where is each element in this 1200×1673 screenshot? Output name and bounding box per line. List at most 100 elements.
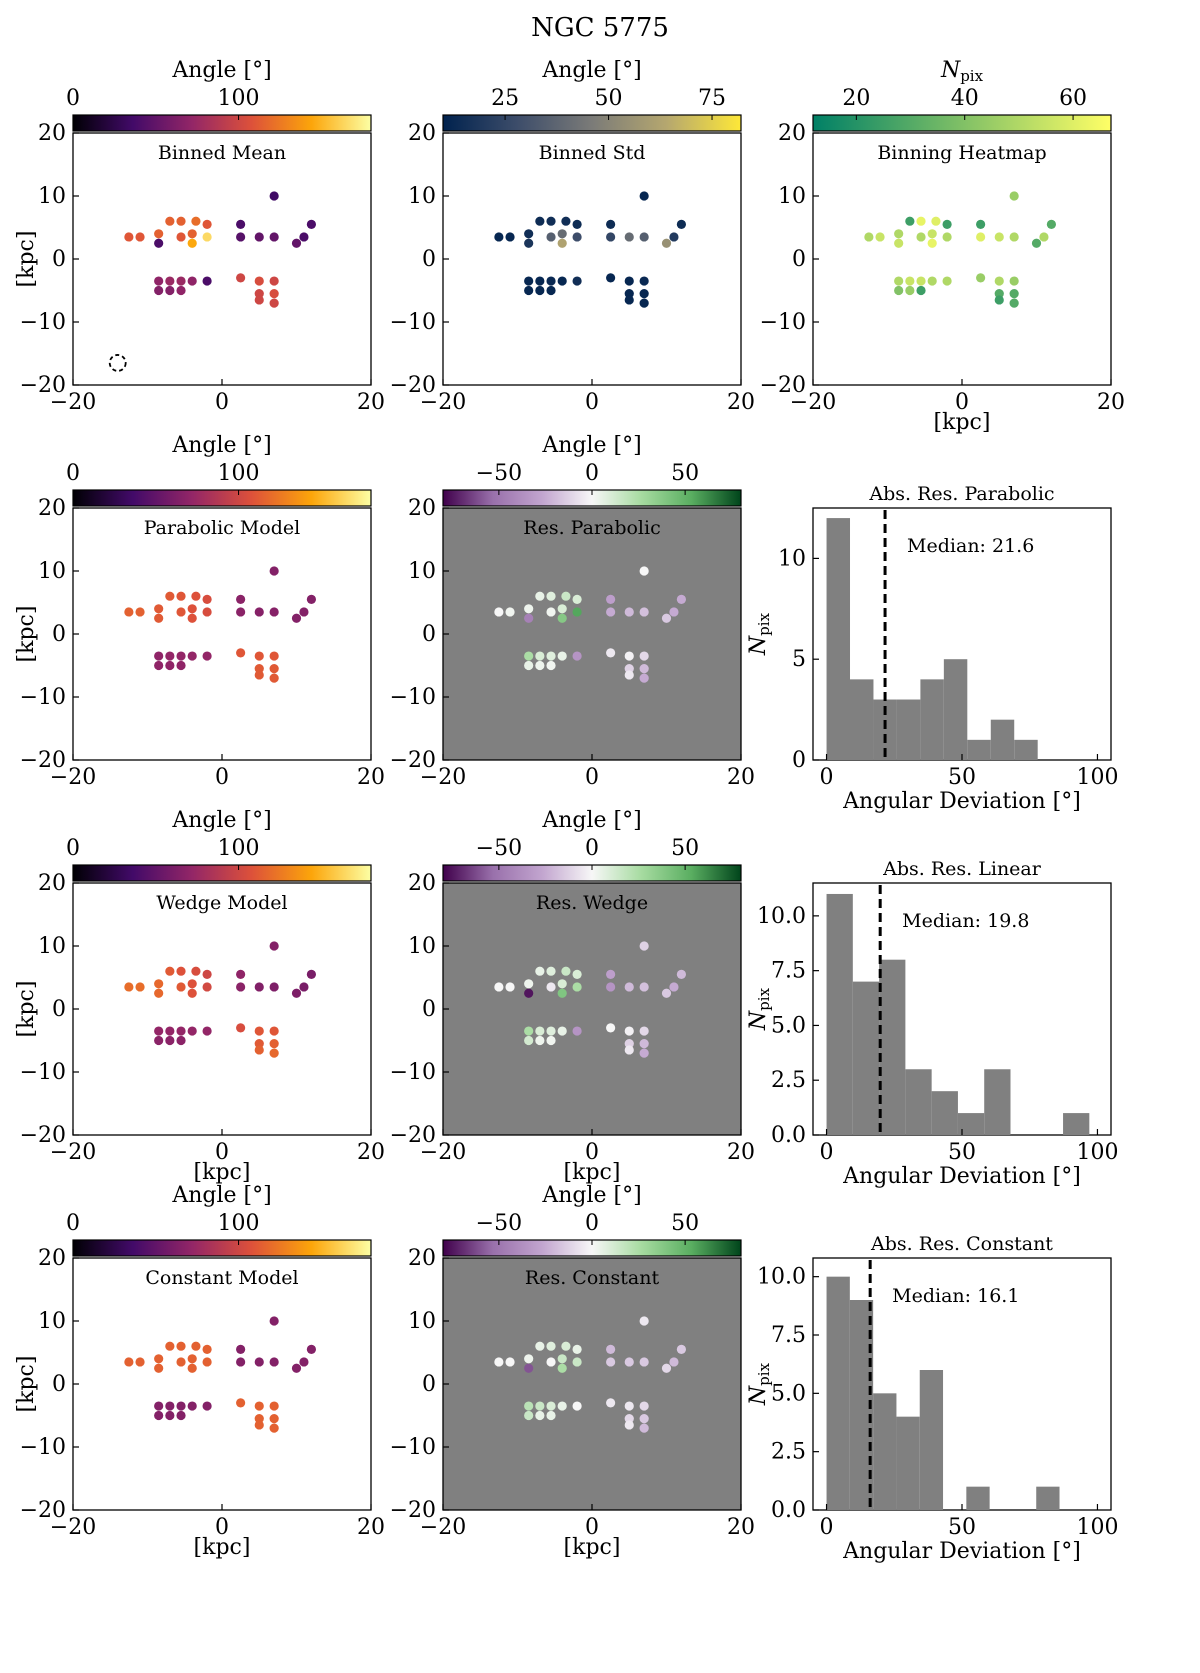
y-tick-label: −20 (20, 1498, 66, 1523)
x-axis-label: Angular Deviation [°] (842, 1164, 1081, 1189)
x-tick-label: 20 (727, 390, 755, 415)
y-tick-label: 0.0 (771, 1123, 806, 1148)
data-point (524, 651, 534, 661)
x-tick-label: 100 (1076, 1140, 1118, 1165)
data-point (976, 232, 986, 242)
data-point (269, 1401, 279, 1411)
histogram-bar (873, 699, 897, 760)
panel-title: Binning Heatmap (877, 142, 1046, 164)
data-point (165, 1341, 175, 1351)
data-point (187, 988, 197, 998)
data-point (269, 651, 279, 661)
x-axis-label: [kpc] (934, 410, 991, 435)
panel-title: Wedge Model (156, 892, 287, 914)
x-tick-label: 0 (585, 765, 599, 790)
data-point (187, 651, 197, 661)
data-point (505, 607, 515, 617)
x-tick-label: 100 (1076, 765, 1118, 790)
data-point (1031, 238, 1042, 248)
data-point (306, 969, 316, 979)
y-tick-label: 5 (792, 647, 806, 672)
panel-constant_model: 0 100 Angle [°] Constant Model −20 −10 0 10 20 −2… (14, 1183, 385, 1560)
y-axis-label-main: N (746, 1385, 771, 1406)
data-point (624, 651, 634, 661)
data-point (524, 285, 534, 296)
data-point (299, 607, 309, 617)
colorbar-tick-label: 100 (218, 461, 260, 486)
colorbar (72, 489, 372, 507)
histogram-bar (967, 739, 991, 760)
data-point (524, 1410, 534, 1421)
data-point (524, 1026, 534, 1036)
data-point (135, 232, 145, 242)
data-point (624, 1420, 634, 1430)
y-tick-label: 0 (422, 997, 436, 1022)
data-point (557, 988, 567, 998)
data-point (994, 232, 1004, 242)
data-point (254, 1357, 264, 1367)
histogram-bar (826, 518, 851, 760)
data-point (165, 651, 175, 661)
data-point (639, 1357, 649, 1367)
data-point (187, 1363, 197, 1373)
histogram-bar (943, 659, 968, 760)
colorbar-tick-label: 50 (671, 836, 699, 861)
y-tick-label: 0 (422, 247, 436, 272)
data-point (572, 276, 582, 286)
y-tick-label: 2.5 (771, 1440, 806, 1465)
data-point (535, 966, 545, 976)
x-tick-label: 0 (820, 1140, 834, 1165)
data-point (875, 232, 885, 242)
data-point (524, 276, 534, 286)
histogram-bar (919, 1370, 944, 1510)
data-point (994, 276, 1004, 286)
data-point (561, 591, 571, 601)
x-tick-label: 0 (215, 765, 229, 790)
colorbar-tick-label: 50 (671, 461, 699, 486)
colorbar-tick-label: 0 (585, 836, 599, 861)
data-point (306, 1344, 316, 1354)
data-point (187, 276, 197, 286)
data-point (254, 1045, 264, 1055)
data-point (535, 1401, 545, 1411)
data-point (202, 219, 212, 229)
data-point (639, 232, 649, 242)
data-point (624, 607, 634, 617)
panel-binning_heatmap: 20 40 60 Npix Binning Heatmap −20 −10 0 10 20 −20 0… (760, 58, 1125, 435)
panel-title: Res. Constant (525, 1267, 660, 1289)
axes-frame (442, 1257, 742, 1511)
data-point (557, 604, 567, 614)
data-point (1009, 191, 1019, 201)
data-point (661, 988, 672, 998)
data-point (291, 613, 302, 623)
data-point (994, 295, 1004, 305)
panel-title: Abs. Res. Linear (882, 858, 1042, 880)
data-point (187, 1354, 197, 1364)
data-point (894, 285, 904, 296)
histogram-bar (957, 1113, 985, 1135)
histogram-bar (849, 1300, 874, 1510)
data-point (572, 1357, 582, 1367)
y-axis-label: [kpc] (14, 981, 39, 1038)
data-point (669, 982, 679, 992)
histogram-bar (984, 1069, 1011, 1135)
colorbar (72, 114, 372, 132)
axes-frame (442, 882, 742, 1136)
data-point (676, 594, 687, 604)
data-point (254, 670, 264, 680)
data-point (269, 276, 279, 286)
y-tick-label: 10.0 (757, 1265, 806, 1290)
y-tick-label: 7.5 (771, 959, 806, 984)
data-point (176, 216, 186, 226)
x-tick-label: −20 (50, 1515, 96, 1540)
data-point (154, 1026, 164, 1036)
data-point (524, 613, 534, 623)
y-tick-label: 10.0 (757, 904, 806, 929)
data-point (894, 229, 904, 239)
data-point (624, 289, 634, 299)
data-point (976, 273, 986, 283)
data-point (154, 988, 164, 998)
histogram-bar (905, 1069, 932, 1135)
data-point (557, 1401, 567, 1411)
